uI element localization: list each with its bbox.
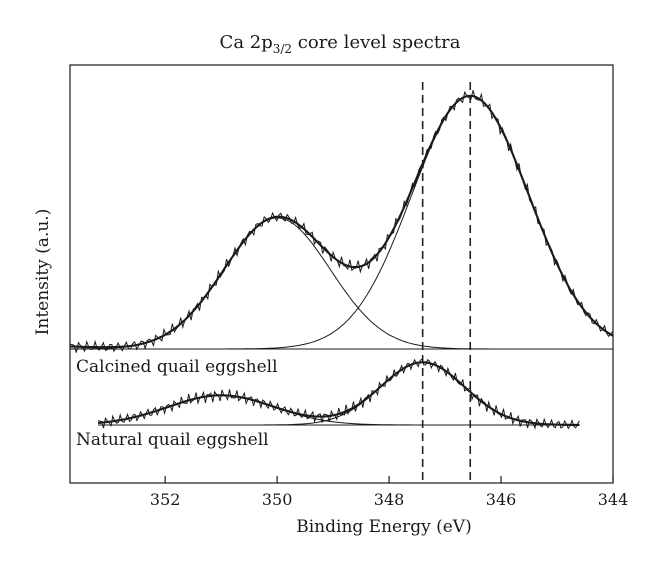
plot-frame — [69, 64, 614, 484]
series-label-calcined: Calcined quail eggshell — [76, 357, 278, 377]
x-axis-label: Binding Energy (eV) — [296, 517, 471, 537]
y-axis-label: Intensity (a.u.) — [33, 209, 53, 336]
x-tick-label-3: 346 — [486, 490, 517, 509]
series-envelope-line-0 — [69, 94, 614, 349]
reference-lines — [421, 82, 472, 483]
chart-title-rest: core level spectra — [292, 32, 461, 53]
chart-title: Ca 2p3/2 core level spectra — [220, 32, 461, 56]
chart-title-subscript: 3/2 — [273, 42, 292, 56]
series-raw-line-1 — [97, 358, 580, 430]
x-tick-label-0: 352 — [150, 490, 181, 509]
series-raw-line-0 — [69, 90, 614, 353]
series-0-component-1 — [70, 95, 614, 350]
x-tick-label-2: 348 — [374, 490, 405, 509]
series-layer — [69, 90, 614, 430]
series-0-component-0 — [70, 217, 613, 350]
x-tick-label-4: 344 — [598, 490, 629, 509]
chart-title-main: Ca 2p — [220, 32, 273, 53]
x-tick-label-1: 350 — [262, 490, 293, 509]
x-axis-ticks: 352 350 348 346 344 — [150, 476, 628, 509]
series-label-natural: Natural quail eggshell — [76, 430, 269, 450]
